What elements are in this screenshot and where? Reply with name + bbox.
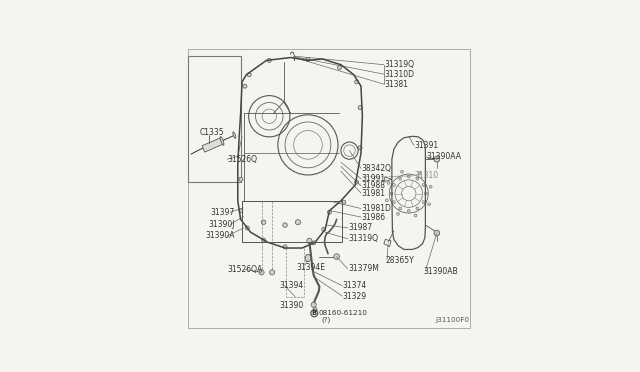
Circle shape	[407, 209, 410, 212]
Circle shape	[247, 73, 252, 77]
Text: (?): (?)	[322, 316, 331, 323]
Text: J31100F0: J31100F0	[435, 317, 469, 323]
Circle shape	[262, 238, 266, 242]
Circle shape	[422, 183, 425, 186]
Text: 31394: 31394	[280, 281, 304, 290]
Text: 31988: 31988	[362, 182, 385, 190]
Circle shape	[397, 212, 399, 215]
Text: C1335: C1335	[200, 128, 224, 137]
Text: B: B	[312, 310, 317, 316]
Circle shape	[355, 180, 358, 184]
Text: 31374: 31374	[343, 281, 367, 290]
Circle shape	[399, 177, 402, 180]
Circle shape	[399, 207, 402, 210]
Circle shape	[307, 238, 312, 243]
Circle shape	[429, 185, 432, 188]
Circle shape	[390, 192, 393, 195]
Circle shape	[261, 220, 266, 225]
Circle shape	[311, 302, 316, 307]
Text: 31391: 31391	[415, 141, 438, 150]
Text: 31319Q: 31319Q	[349, 234, 379, 243]
Ellipse shape	[305, 254, 311, 262]
Circle shape	[358, 106, 362, 110]
Circle shape	[422, 201, 425, 203]
Text: 31329: 31329	[343, 292, 367, 301]
Circle shape	[313, 308, 317, 312]
Text: 38342Q: 38342Q	[362, 164, 392, 173]
Circle shape	[418, 172, 421, 175]
Circle shape	[387, 182, 390, 185]
Circle shape	[434, 230, 440, 236]
Text: 31390J: 31390J	[208, 220, 235, 229]
Circle shape	[239, 209, 243, 213]
Circle shape	[416, 177, 419, 180]
Text: 31310D: 31310D	[385, 70, 415, 78]
Circle shape	[392, 183, 396, 186]
Text: 08160-61210: 08160-61210	[319, 310, 368, 316]
Text: 31390A: 31390A	[205, 231, 235, 240]
Text: 31397: 31397	[211, 208, 235, 217]
Polygon shape	[202, 138, 223, 152]
Text: 31986: 31986	[362, 212, 386, 222]
Text: 31310: 31310	[414, 171, 438, 180]
Circle shape	[333, 254, 339, 260]
Circle shape	[355, 80, 358, 84]
Circle shape	[243, 84, 247, 88]
Circle shape	[342, 200, 346, 204]
Circle shape	[306, 58, 310, 61]
Circle shape	[322, 227, 326, 231]
Circle shape	[268, 58, 271, 62]
Text: 31390AB: 31390AB	[424, 267, 458, 276]
Circle shape	[259, 270, 264, 275]
Text: 31526QA: 31526QA	[228, 265, 263, 274]
Circle shape	[269, 270, 275, 275]
Circle shape	[392, 201, 396, 203]
Circle shape	[424, 192, 428, 195]
Circle shape	[428, 203, 431, 206]
Circle shape	[416, 207, 419, 210]
Text: 31394E: 31394E	[296, 263, 326, 272]
Circle shape	[312, 241, 316, 245]
Text: 31981: 31981	[362, 189, 385, 198]
Circle shape	[358, 146, 362, 150]
Circle shape	[414, 214, 417, 217]
Ellipse shape	[220, 137, 224, 145]
Circle shape	[337, 65, 342, 70]
Text: 31379M: 31379M	[348, 264, 379, 273]
Text: 31526Q: 31526Q	[228, 155, 258, 164]
Circle shape	[401, 170, 403, 173]
Text: 31981D: 31981D	[362, 204, 392, 213]
Ellipse shape	[233, 132, 236, 138]
Circle shape	[328, 210, 332, 214]
Bar	[188, 56, 241, 182]
Circle shape	[295, 219, 301, 225]
Text: 31319Q: 31319Q	[385, 60, 415, 69]
Text: 31991: 31991	[362, 174, 386, 183]
Circle shape	[239, 177, 243, 181]
Text: 31987: 31987	[349, 224, 372, 232]
Circle shape	[385, 199, 388, 202]
Text: 31390AA: 31390AA	[426, 153, 461, 161]
Text: 31381: 31381	[385, 80, 409, 89]
Circle shape	[407, 175, 410, 178]
Circle shape	[245, 226, 249, 230]
Circle shape	[283, 223, 287, 227]
Circle shape	[434, 156, 440, 162]
Text: 28365Y: 28365Y	[385, 256, 414, 264]
Text: 31390: 31390	[279, 301, 303, 310]
Circle shape	[283, 245, 287, 249]
